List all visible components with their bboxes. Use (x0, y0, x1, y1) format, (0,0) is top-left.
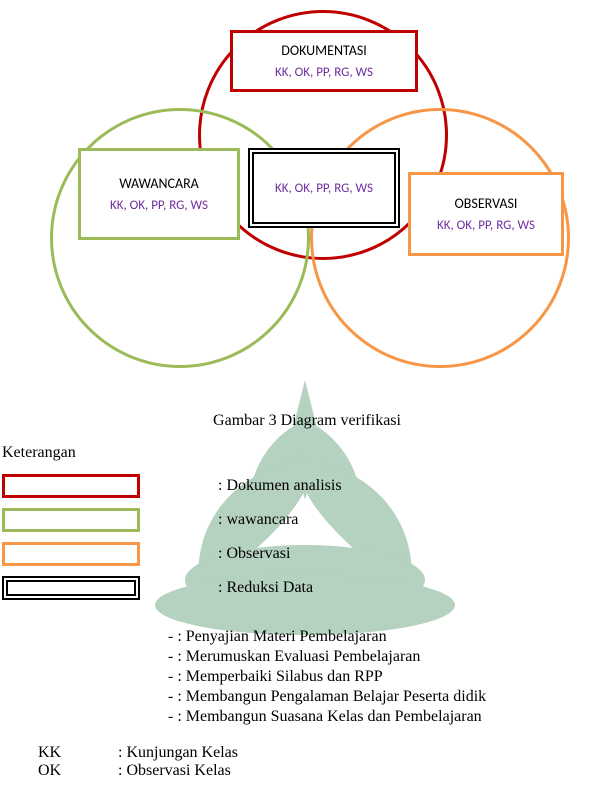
abbrev-list: KK: Kunjungan KelasOK: Observasi Kelas (38, 744, 614, 780)
abbrev-code: OK (38, 762, 118, 780)
legend-swatch (2, 474, 140, 498)
legend-row: : Dokumen analisis (2, 474, 614, 498)
box-observasi-codes: KK, OK, PP, RG, WS (437, 218, 535, 233)
box-wawancara-title: WAWANCARA (119, 175, 199, 192)
bullet-list: - : Penyajian Materi Pembelajaran - : Mer… (168, 628, 614, 726)
box-wawancara: WAWANCARA KK, OK, PP, RG, WS (78, 148, 240, 240)
box-observasi-title: OBSERVASI (455, 195, 518, 212)
box-reduksi-codes: KK, OK, PP, RG, WS (275, 181, 373, 196)
legend-row: : wawancara (2, 508, 614, 532)
legend-swatch (2, 576, 140, 600)
box-dokumentasi-title: DOKUMENTASI (281, 42, 367, 59)
legend-swatch (2, 508, 140, 532)
box-dokumentasi: DOKUMENTASI KK, OK, PP, RG, WS (230, 30, 418, 92)
bullet-item: - : Merumuskan Evaluasi Pembelajaran (168, 648, 614, 666)
box-wawancara-codes: KK, OK, PP, RG, WS (110, 198, 208, 213)
abbrev-row: KK: Kunjungan Kelas (38, 744, 614, 762)
legend-row: : Observasi (2, 542, 614, 566)
box-reduksi: KK, OK, PP, RG, WS (248, 148, 400, 228)
box-observasi: OBSERVASI KK, OK, PP, RG, WS (408, 172, 564, 256)
legend-label: : wawancara (218, 511, 298, 529)
legend-swatch (2, 542, 140, 566)
bullet-item: - : Membangun Pengalaman Belajar Peserta… (168, 688, 614, 706)
box-dokumentasi-codes: KK, OK, PP, RG, WS (275, 65, 373, 80)
abbrev-code: KK (38, 744, 118, 762)
figure-caption: Gambar 3 Diagram verifikasi (0, 412, 614, 430)
legend-row: : Reduksi Data (2, 576, 614, 600)
bullet-item: - : Penyajian Materi Pembelajaran (168, 628, 614, 646)
abbrev-desc: : Kunjungan Kelas (118, 744, 238, 762)
bullet-item: - : Memperbaiki Silabus dan RPP (168, 668, 614, 686)
legend-label: : Reduksi Data (218, 579, 313, 597)
bullet-item: - : Membangun Suasana Kelas dan Pembelaj… (168, 708, 614, 726)
keterangan-heading: Keterangan (2, 444, 614, 462)
abbrev-row: OK: Observasi Kelas (38, 762, 614, 780)
legend-label: : Observasi (218, 545, 290, 563)
legend-label: : Dokumen analisis (218, 477, 342, 495)
legend: : Dokumen analisis : wawancara : Observasi… (2, 474, 614, 600)
venn-diagram: DOKUMENTASI KK, OK, PP, RG, WS KK, OK, P… (0, 0, 614, 390)
abbrev-desc: : Observasi Kelas (118, 762, 231, 780)
